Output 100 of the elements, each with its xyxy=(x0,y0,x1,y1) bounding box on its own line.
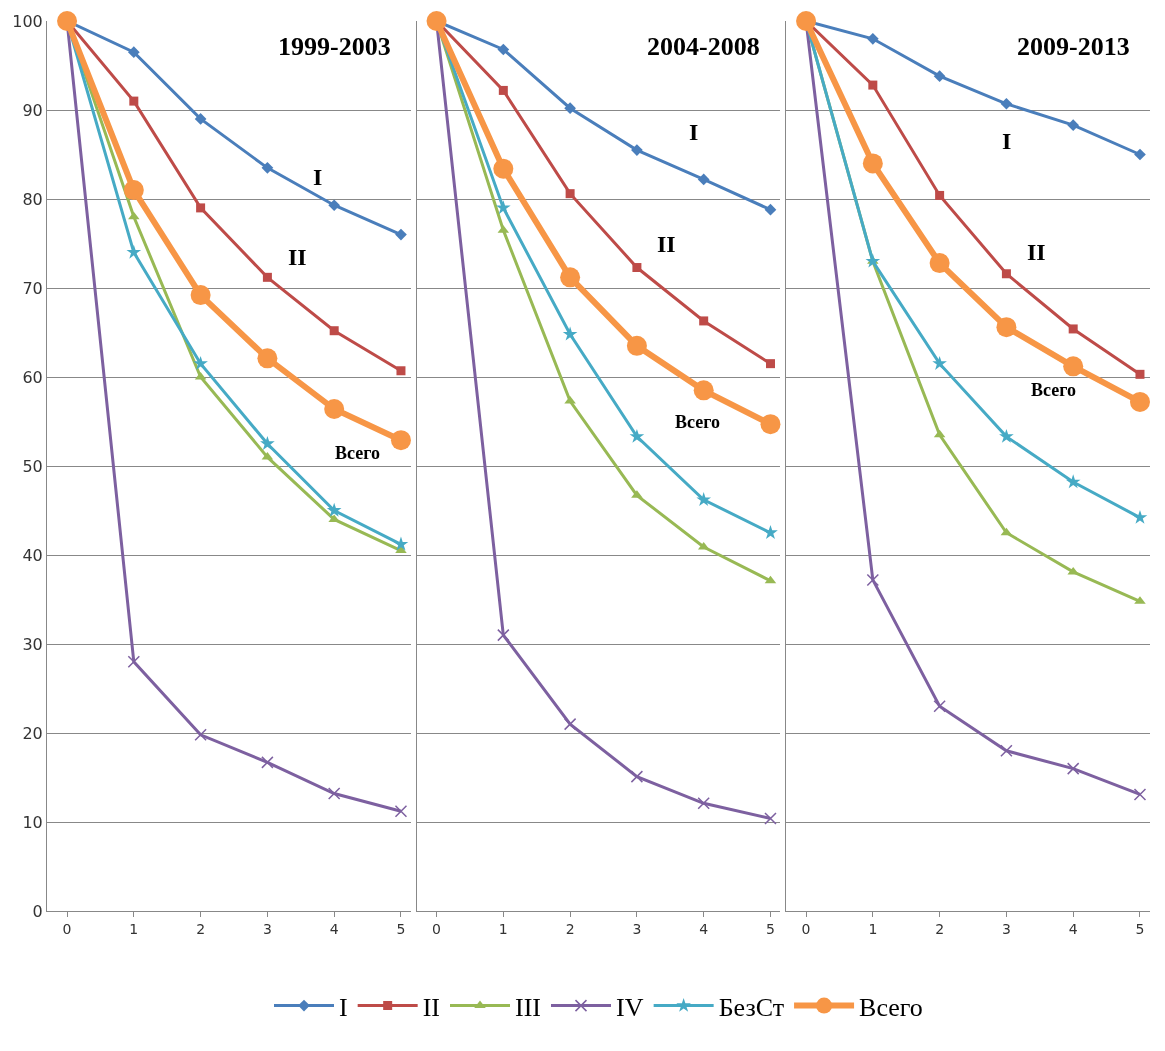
y-tick-label: 70 xyxy=(22,278,43,298)
point xyxy=(765,359,775,369)
point xyxy=(261,756,274,769)
point xyxy=(560,267,581,288)
legend-label: I xyxy=(339,992,348,1022)
point xyxy=(933,70,946,83)
x-tick-label: 5 xyxy=(396,920,406,937)
point xyxy=(395,228,407,241)
point xyxy=(999,428,1014,443)
point xyxy=(1133,788,1147,801)
point xyxy=(1001,269,1011,279)
y-tick-label: 40 xyxy=(22,545,43,565)
point xyxy=(632,263,642,273)
point xyxy=(498,85,508,95)
x-tick-label: 0 xyxy=(432,920,442,937)
series-label: II xyxy=(1027,239,1046,265)
chart-title: 2004-2008 xyxy=(647,32,760,61)
point xyxy=(760,414,781,435)
point xyxy=(193,355,208,370)
y-tick-label: 90 xyxy=(22,100,43,120)
point xyxy=(1129,391,1150,412)
point xyxy=(390,430,411,451)
point xyxy=(866,573,880,587)
point xyxy=(565,189,575,199)
x-tick-label: 1 xyxy=(868,920,878,937)
x-tick-label: 4 xyxy=(1068,920,1078,937)
x-tick-label: 3 xyxy=(262,920,272,937)
point xyxy=(260,436,275,450)
point xyxy=(493,158,514,179)
x-tick-label: 2 xyxy=(196,920,206,937)
y-tick-label: 20 xyxy=(22,723,43,743)
point xyxy=(1067,119,1080,131)
point xyxy=(933,700,946,713)
point xyxy=(394,805,408,818)
legend-label: IV xyxy=(615,992,644,1022)
point xyxy=(935,190,945,200)
point xyxy=(497,628,510,642)
point xyxy=(326,502,342,517)
point xyxy=(196,203,206,213)
legend-label: III xyxy=(515,992,541,1022)
legend-label: Всего xyxy=(859,992,923,1022)
point xyxy=(194,113,207,125)
point xyxy=(324,399,345,420)
point xyxy=(1132,509,1148,524)
chart-title: 2009-2013 xyxy=(1017,32,1130,61)
point xyxy=(996,317,1017,338)
point xyxy=(123,180,144,201)
point xyxy=(630,770,644,783)
point xyxy=(693,380,714,401)
series-label: II xyxy=(657,231,676,257)
x-tick-label: 5 xyxy=(1135,920,1145,937)
text: II xyxy=(288,244,307,270)
point xyxy=(328,199,341,212)
legend-label: II xyxy=(422,992,440,1022)
point xyxy=(868,80,878,90)
point xyxy=(1063,356,1084,377)
x-tick-label: 5 xyxy=(766,920,775,937)
point xyxy=(327,787,341,800)
y-tick-label: 100 xyxy=(12,11,43,31)
point xyxy=(763,525,778,539)
text: I xyxy=(313,164,323,190)
point xyxy=(257,348,278,369)
point xyxy=(1134,148,1146,161)
point xyxy=(1065,474,1081,489)
point xyxy=(697,173,710,186)
point xyxy=(396,366,406,376)
point xyxy=(697,797,710,810)
point xyxy=(194,728,207,742)
series-label: Всего xyxy=(1031,380,1076,400)
x-tick-label: 2 xyxy=(565,920,575,937)
point xyxy=(564,102,576,115)
point xyxy=(190,285,211,306)
point xyxy=(862,153,883,174)
point xyxy=(865,253,881,268)
y-tick-label: 80 xyxy=(22,189,43,209)
point xyxy=(563,717,577,731)
x-tick-label: 1 xyxy=(129,920,139,937)
point xyxy=(1066,762,1080,775)
point xyxy=(262,272,272,282)
point xyxy=(496,200,511,215)
point xyxy=(329,326,339,336)
point xyxy=(629,428,645,443)
y-tick-label: 0 xyxy=(32,901,43,921)
x-tick-label: 0 xyxy=(801,920,811,937)
point xyxy=(129,96,139,106)
point xyxy=(127,655,141,669)
point xyxy=(1000,97,1013,110)
x-tick-label: 0 xyxy=(62,920,72,937)
point xyxy=(699,316,709,326)
point xyxy=(1000,744,1013,758)
point xyxy=(626,335,647,356)
point xyxy=(764,812,777,825)
point xyxy=(764,203,777,216)
text: Всего xyxy=(335,443,380,463)
point xyxy=(393,536,409,551)
x-tick-label: 2 xyxy=(935,920,945,937)
point xyxy=(866,32,879,45)
point xyxy=(128,211,140,220)
point xyxy=(932,355,947,370)
x-tick-label: 4 xyxy=(699,920,709,937)
